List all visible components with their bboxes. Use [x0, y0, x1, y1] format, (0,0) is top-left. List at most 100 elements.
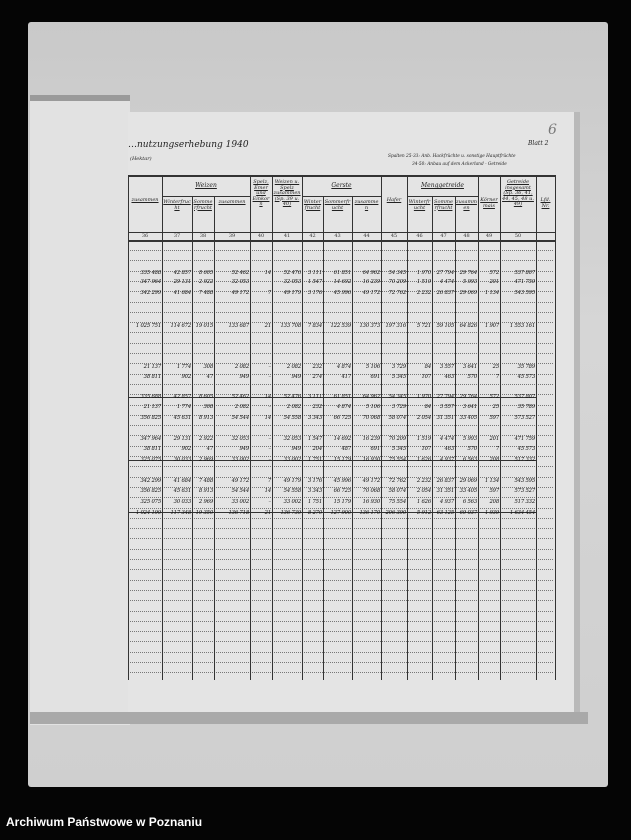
table-cell: 4 474: [439, 436, 454, 442]
subtotal-rule: [128, 460, 536, 461]
table-cell: 197 316: [385, 323, 406, 329]
table-cell: 47: [206, 374, 214, 380]
table-cell: 19 015: [195, 323, 214, 329]
table-cell: 15 179: [333, 499, 352, 505]
dotted-row-line: [128, 301, 553, 303]
column-divider: [214, 196, 215, 680]
table-cell: 2 082: [234, 404, 249, 410]
table-cell: 25: [492, 364, 500, 370]
table-cell: 347 964: [140, 436, 161, 442]
table-cell: 274: [312, 374, 322, 380]
table-cell: 325 075: [140, 457, 161, 463]
column-header: Winterfrucht: [408, 199, 431, 211]
table-cell: 59 105: [436, 323, 455, 329]
table-cell: 64 826: [459, 323, 478, 329]
column-divider: [407, 175, 408, 680]
table-cell: 14 692: [333, 436, 352, 442]
table-cell: 232: [312, 364, 322, 370]
dotted-row-line: [128, 280, 553, 282]
table-cell: 122 539: [330, 323, 351, 329]
table-cell: 7 834: [307, 323, 322, 329]
column-divider: [162, 175, 163, 680]
table-cell: 570: [467, 446, 477, 452]
table-cell: 21: [264, 510, 272, 516]
table-cell: 41 684: [173, 290, 192, 296]
table-cell: 1 547: [307, 279, 322, 285]
table-cell: 4 474: [439, 279, 454, 285]
table-cell: 133 708: [280, 323, 301, 329]
table-cell: 7: [495, 446, 499, 452]
table-cell: 42 857: [173, 270, 192, 276]
column-header: Winterfrucht: [303, 199, 322, 211]
table-cell: –: [268, 374, 272, 380]
table-cell: 1 134: [484, 290, 499, 296]
table-top-rule: [128, 175, 555, 177]
table-cell: 597: [489, 488, 499, 494]
dotted-row-line: [128, 651, 553, 653]
dotted-row-line: [128, 589, 553, 591]
table-cell: 127 900: [330, 510, 351, 516]
table-cell: 33 405: [459, 488, 478, 494]
table-cell: 3 641: [462, 404, 477, 410]
table-cell: 356 825: [140, 488, 161, 494]
table-cell: 572: [489, 394, 499, 400]
table-cell: 49 179: [283, 478, 302, 484]
dotted-row-line: [128, 517, 553, 519]
table-cell: 517 332: [514, 457, 535, 463]
table-cell: 27 794: [436, 394, 455, 400]
folder-flap: [30, 95, 130, 725]
table-cell: 38 811: [143, 374, 162, 380]
group-rule: [407, 196, 478, 197]
table-cell: 54 345: [388, 270, 407, 276]
table-cell: 52 462: [231, 270, 250, 276]
sheet-title: …nutzungserhebung 1940: [128, 140, 249, 150]
table-cell: 84: [424, 404, 432, 410]
table-cell: 417: [341, 374, 351, 380]
table-cell: 107: [421, 446, 431, 452]
dotted-row-line: [128, 528, 553, 530]
column-number: 36: [141, 233, 149, 239]
column-header: Hafer: [386, 197, 402, 203]
dotted-row-line: [128, 641, 553, 643]
table-cell: 572: [489, 270, 499, 276]
table-cell: 54 544: [231, 488, 250, 494]
table-cell: 63 125: [436, 510, 455, 516]
table-cell: 72 762: [388, 478, 407, 484]
table-cell: 2 082: [286, 404, 301, 410]
dotted-row-line: [128, 291, 553, 293]
dotted-row-line: [128, 610, 553, 612]
table-cell: 133 687: [228, 323, 249, 329]
column-number: 47: [440, 233, 447, 239]
table-cell: 38 811: [143, 446, 162, 452]
dotted-row-line: [128, 353, 553, 354]
table-cell: 14: [264, 488, 272, 494]
table-cell: 3 557: [439, 404, 454, 410]
dotted-row-line: [128, 538, 553, 540]
column-header: Weizen u. Spelz zusammen (Sp. 39 u. 40): [273, 179, 301, 207]
table-cell: 33 002: [231, 457, 250, 463]
table-cell: 1 025 751: [135, 323, 161, 329]
table-cell: 117 348: [170, 510, 191, 516]
folder-edge: [30, 712, 588, 724]
table-cell: 64 962: [362, 270, 381, 276]
table-cell: 3 111: [307, 270, 322, 276]
table-cell: 5 345: [391, 446, 406, 452]
table-cell: 52 462: [231, 394, 250, 400]
table-cell: 14: [264, 270, 272, 276]
table-cell: 5 993: [462, 436, 477, 442]
column-header: Winterfrucht: [163, 199, 191, 211]
dotted-row-line: [128, 631, 553, 633]
table-cell: 8 913: [198, 415, 213, 421]
table-cell: 5 106: [365, 404, 380, 410]
column-divider: [432, 196, 433, 680]
column-divider: [500, 175, 501, 680]
table-cell: 1 626: [416, 499, 431, 505]
table-cell: 1 626: [416, 457, 431, 463]
table-cell: 75 554: [388, 457, 407, 463]
table-cell: 70 209: [388, 436, 407, 442]
table-cell: 61 851: [333, 394, 352, 400]
table-cell: 487: [341, 446, 351, 452]
table-cell: 949: [291, 374, 301, 380]
table-cell: 29 764: [459, 270, 478, 276]
column-header: Sommerfrucht: [324, 199, 351, 211]
